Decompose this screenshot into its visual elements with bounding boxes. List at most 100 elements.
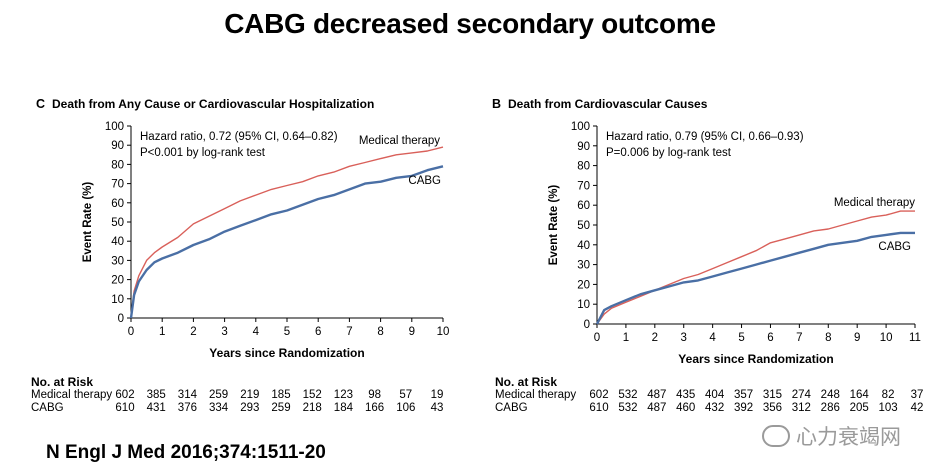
- x-tick-label: 7: [796, 332, 802, 344]
- x-tick-label: 8: [825, 332, 831, 344]
- risk-cell: 152: [302, 389, 322, 401]
- risk-row-label: Medical therapy: [31, 389, 113, 401]
- y-tick-label: 60: [577, 200, 590, 212]
- x-axis-label: Years since Randomization: [678, 352, 833, 366]
- x-tick-label: 9: [854, 332, 860, 344]
- risk-cell: 43: [430, 402, 444, 414]
- x-tick-label: 6: [767, 332, 773, 344]
- risk-cell: 487: [647, 402, 667, 414]
- risk-table-row: Medical therapy 602 385 314 259 219 185 152 123 9…: [31, 389, 461, 402]
- x-tick-label: 3: [221, 326, 227, 338]
- x-tick-label: 7: [346, 326, 352, 338]
- risk-cell: 314: [177, 389, 197, 401]
- risk-cell: 431: [146, 402, 166, 414]
- y-tick-label: 20: [111, 275, 124, 287]
- cabg-series-label: CABG: [408, 175, 441, 187]
- risk-table-c: No. at Risk Medical therapy 602 385 314 259 21…: [31, 376, 461, 415]
- x-axis-label: Years since Randomization: [209, 346, 364, 360]
- watermark-text: 心力衰竭网: [796, 425, 901, 449]
- risk-cell: 432: [705, 402, 725, 414]
- x-tick-label: 11: [909, 332, 921, 344]
- y-tick-label: 30: [577, 260, 590, 272]
- risk-cell: 219: [240, 389, 260, 401]
- cabg-series-label: CABG: [878, 241, 911, 253]
- risk-row-label: CABG: [31, 402, 64, 414]
- risk-cell: 98: [368, 389, 381, 401]
- p-value-text: P<0.001 by log-rank test: [140, 147, 266, 159]
- y-tick-label: 10: [577, 299, 590, 311]
- chart-panel-b: B Death from Cardiovascular Causes0102030…: [492, 97, 921, 366]
- x-tick-label: 4: [709, 332, 716, 344]
- panel-title: Death from Cardiovascular Causes: [508, 97, 708, 111]
- y-tick-label: 80: [111, 159, 124, 171]
- risk-cell: 164: [849, 389, 869, 401]
- hazard-ratio-text: Hazard ratio, 0.72 (95% CI, 0.64–0.82): [140, 131, 338, 143]
- risk-cell: 487: [647, 389, 667, 401]
- y-tick-label: 100: [571, 121, 590, 133]
- x-tick-label: 5: [738, 332, 744, 344]
- y-axis-label: Event Rate (%): [82, 182, 94, 263]
- chart-panel-c: C Death from Any Cause or Cardiovascular …: [36, 97, 450, 360]
- risk-cell: 123: [333, 389, 353, 401]
- risk-cell: 293: [240, 402, 260, 414]
- risk-table-header: No. at Risk: [495, 375, 558, 389]
- risk-table-row: CABG 610 532 487 460 432 392 356 312 286 205 103 42: [495, 402, 925, 415]
- risk-cell: 404: [705, 389, 725, 401]
- y-tick-label: 30: [111, 255, 124, 267]
- risk-cell: 392: [733, 402, 754, 414]
- y-tick-label: 90: [111, 140, 124, 152]
- x-tick-label: 10: [880, 332, 893, 344]
- risk-cell: 602: [589, 389, 609, 401]
- risk-cell: 274: [791, 389, 811, 401]
- risk-row-label: CABG: [495, 402, 528, 414]
- y-tick-label: 0: [584, 319, 590, 331]
- y-tick-label: 70: [111, 179, 124, 191]
- y-tick-label: 10: [111, 294, 124, 306]
- risk-cell: 357: [733, 389, 754, 401]
- risk-cell: 82: [881, 389, 895, 401]
- medical-therapy-line: [596, 210, 915, 325]
- y-tick-label: 50: [111, 217, 124, 229]
- risk-table-header: No. at Risk: [31, 375, 94, 389]
- wechat-icon: [762, 425, 790, 447]
- risk-cell: 259: [209, 389, 229, 401]
- medical-therapy-series-label: Medical therapy: [359, 135, 440, 147]
- risk-cell: 532: [618, 389, 638, 401]
- risk-cell: 385: [146, 389, 166, 401]
- y-tick-label: 0: [118, 313, 124, 325]
- watermark: 心力衰竭网: [762, 421, 901, 451]
- risk-cell: 376: [177, 402, 197, 414]
- y-tick-label: 80: [577, 161, 590, 173]
- medical-therapy-line: [130, 146, 444, 319]
- risk-cell: 312: [791, 402, 811, 414]
- cabg-line: [595, 231, 915, 325]
- risk-cell: 218: [302, 402, 322, 414]
- x-tick-label: 8: [377, 326, 383, 338]
- y-tick-label: 20: [577, 279, 590, 291]
- risk-cell: 166: [365, 402, 385, 414]
- medical-therapy-series-label: Medical therapy: [834, 197, 915, 209]
- risk-cell: 106: [396, 402, 416, 414]
- risk-cell: 42: [910, 402, 924, 414]
- risk-table-b: No. at Risk Medical therapy 602 532 487 435 40…: [495, 376, 925, 415]
- cabg-line: [129, 165, 444, 319]
- y-tick-label: 90: [577, 141, 590, 153]
- x-tick-label: 3: [681, 332, 687, 344]
- x-tick-label: 9: [409, 326, 415, 338]
- risk-table-row: Medical therapy 602 532 487 435 404 357 315 274 2…: [495, 389, 925, 402]
- risk-row-label: Medical therapy: [495, 389, 577, 401]
- risk-cell: 460: [676, 402, 696, 414]
- hazard-ratio-text: Hazard ratio, 0.79 (95% CI, 0.66–0.93): [606, 131, 804, 143]
- y-tick-label: 40: [577, 240, 590, 252]
- x-tick-label: 6: [315, 326, 321, 338]
- x-tick-label: 10: [437, 326, 450, 338]
- risk-cell: 248: [820, 389, 840, 401]
- risk-cell: 259: [271, 402, 291, 414]
- x-tick-label: 0: [594, 332, 600, 344]
- y-tick-label: 100: [105, 121, 124, 133]
- risk-cell: 532: [618, 402, 638, 414]
- citation: N Engl J Med 2016;374:1511-20: [46, 442, 326, 463]
- y-tick-label: 70: [577, 180, 590, 192]
- risk-cell: 610: [589, 402, 609, 414]
- page-title: CABG decreased secondary outcome: [224, 8, 716, 39]
